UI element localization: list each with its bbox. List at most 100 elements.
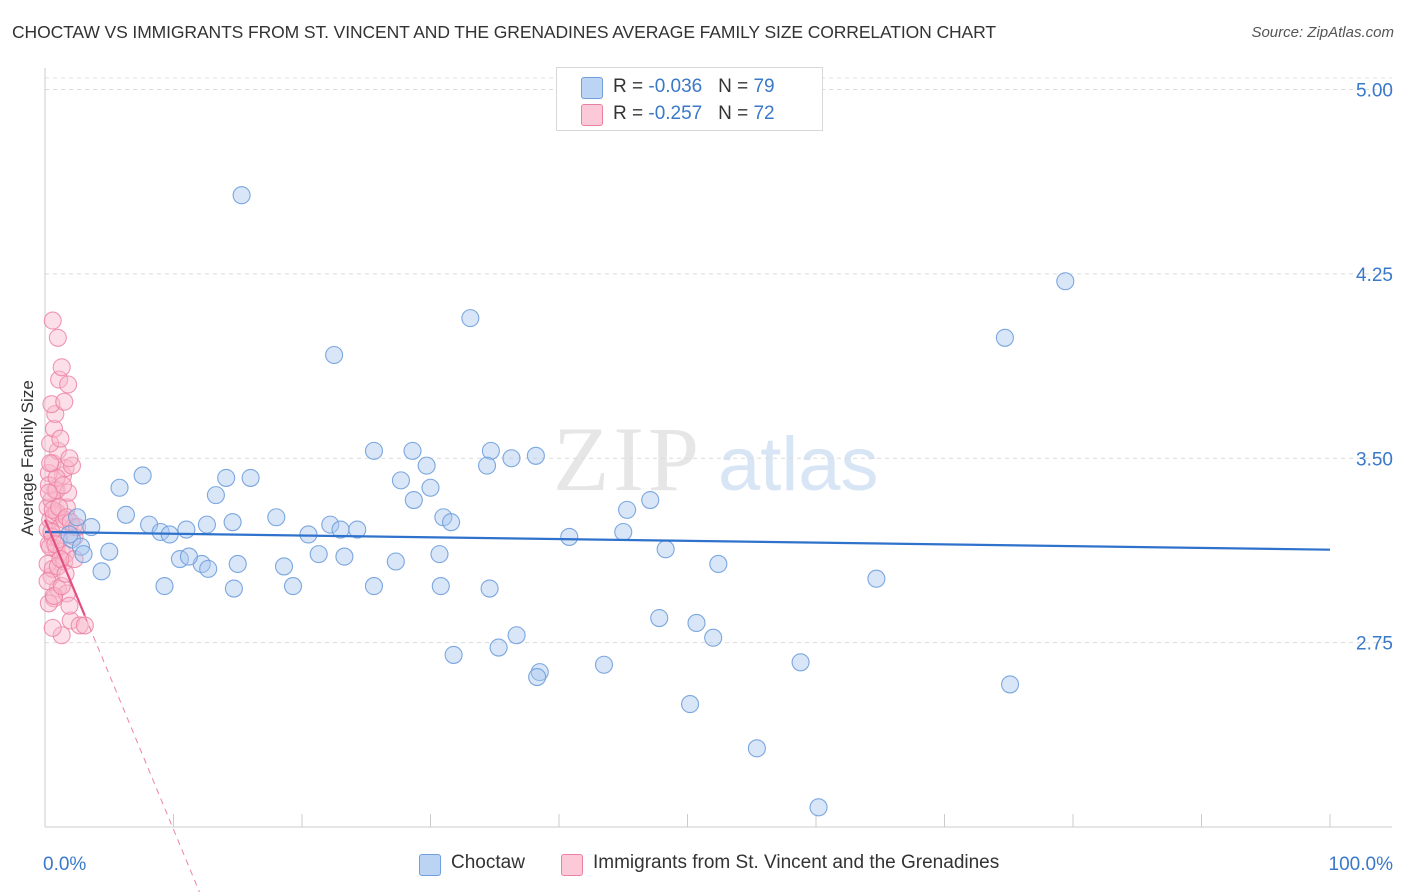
choctaw-point	[417, 456, 436, 475]
immigrants-point	[61, 611, 80, 630]
immigrants-point	[60, 449, 79, 468]
legend-text-immigrants: R = -0.257 N = 72	[613, 103, 775, 125]
series-choctaw-points	[60, 186, 1075, 817]
choctaw-point	[704, 628, 723, 647]
immigrants-point	[46, 404, 65, 424]
choctaw-point	[267, 508, 286, 527]
immigrants-point	[53, 476, 73, 495]
y-axis-label: Average Family Size	[18, 380, 37, 536]
choctaw-point	[199, 559, 218, 578]
choctaw-point	[431, 577, 450, 596]
choctaw-point	[530, 663, 549, 682]
choctaw-trendline	[44, 530, 1331, 551]
choctaw-point	[68, 508, 87, 527]
choctaw-point	[995, 328, 1014, 347]
choctaw-point	[348, 520, 367, 539]
legend-swatch-choctaw	[581, 77, 603, 99]
choctaw-point	[321, 515, 340, 534]
choctaw-point	[217, 468, 236, 487]
y-tick-labels: 2.75 3.50 4.25 5.00	[1356, 81, 1393, 655]
choctaw-point	[391, 471, 410, 490]
choctaw-point	[614, 522, 633, 542]
choctaw-point	[1000, 675, 1020, 694]
choctaw-point	[1056, 272, 1075, 291]
choctaw-point	[228, 554, 247, 574]
legend-r-value: -0.036	[648, 76, 703, 97]
series-legend-swatch-immigrants	[561, 854, 583, 876]
immigrants-point	[51, 429, 70, 448]
choctaw-point	[681, 695, 700, 714]
choctaw-point	[481, 441, 500, 460]
choctaw-point	[364, 577, 384, 596]
choctaw-point	[480, 579, 499, 598]
choctaw-point	[430, 545, 449, 564]
choctaw-point	[133, 466, 152, 485]
immigrants-point	[52, 358, 71, 377]
immigrants-trendline-solid	[43, 519, 86, 617]
choctaw-point	[489, 638, 508, 657]
choctaw-point	[283, 577, 303, 596]
correlation-legend: R = -0.036 N = 79 R = -0.257 N = 72	[556, 67, 823, 131]
y-tick-label: 2.75	[1356, 634, 1393, 655]
immigrants-point	[52, 626, 71, 645]
choctaw-point	[223, 513, 242, 532]
immigrants-point	[41, 434, 60, 453]
immigrants-point	[59, 375, 78, 394]
legend-n-label: N =	[718, 103, 754, 124]
choctaw-point	[232, 186, 251, 205]
choctaw-point	[650, 608, 669, 628]
choctaw-point	[442, 513, 461, 532]
choctaw-point	[364, 441, 384, 460]
choctaw-point	[594, 655, 614, 674]
choctaw-point	[560, 527, 579, 546]
choctaw-point	[62, 530, 82, 549]
series-immigrants-points	[38, 311, 94, 645]
choctaw-point	[179, 547, 198, 566]
choctaw-point	[71, 537, 91, 556]
y-tick-label: 4.25	[1356, 265, 1393, 286]
immigrants-point	[60, 596, 79, 615]
choctaw-point	[403, 441, 422, 460]
choctaw-point	[74, 545, 93, 564]
choctaw-point	[641, 490, 660, 510]
watermark-zip: ZIP	[553, 408, 703, 510]
immigrants-point	[44, 419, 64, 438]
choctaw-point	[444, 645, 463, 664]
choctaw-point	[747, 739, 766, 758]
x-tick-labels: 0.0% 100.0%	[43, 854, 1393, 875]
choctaw-point	[206, 486, 225, 505]
series-legend-label-immigrants: Immigrants from St. Vincent and the Gren…	[593, 852, 1000, 873]
choctaw-point	[507, 626, 526, 645]
choctaw-point	[656, 540, 675, 559]
immigrants-point	[43, 618, 62, 637]
choctaw-point	[116, 505, 136, 524]
immigrants-point	[48, 328, 67, 347]
choctaw-point	[477, 456, 497, 475]
immigrants-trendline-dashed	[84, 615, 200, 892]
source-label: Source: ZipAtlas.com	[1251, 24, 1394, 41]
choctaw-point	[461, 309, 480, 328]
legend-n-value: 79	[753, 76, 775, 97]
choctaw-point	[241, 468, 260, 487]
choctaw-point	[177, 520, 196, 539]
watermark: ZIP atlas	[553, 408, 879, 510]
legend-r-label: R =	[613, 76, 649, 97]
choctaw-point	[526, 446, 545, 465]
y-tick-label: 5.00	[1356, 81, 1393, 102]
choctaw-point	[386, 552, 405, 571]
immigrants-point	[70, 616, 89, 635]
series-legend-label-choctaw: Choctaw	[451, 852, 525, 873]
choctaw-point	[224, 579, 243, 598]
choctaw-point	[60, 525, 79, 544]
choctaw-point	[197, 515, 216, 534]
choctaw-point	[791, 653, 810, 672]
choctaw-point	[110, 478, 129, 497]
x-tick-label-max: 100.0%	[1329, 854, 1394, 875]
choctaw-point	[421, 478, 440, 497]
choctaw-point	[867, 569, 886, 588]
choctaw-point	[92, 562, 111, 581]
immigrants-point	[41, 454, 60, 473]
choctaw-point	[618, 500, 637, 519]
immigrants-point	[39, 483, 58, 502]
axes	[44, 68, 1392, 828]
